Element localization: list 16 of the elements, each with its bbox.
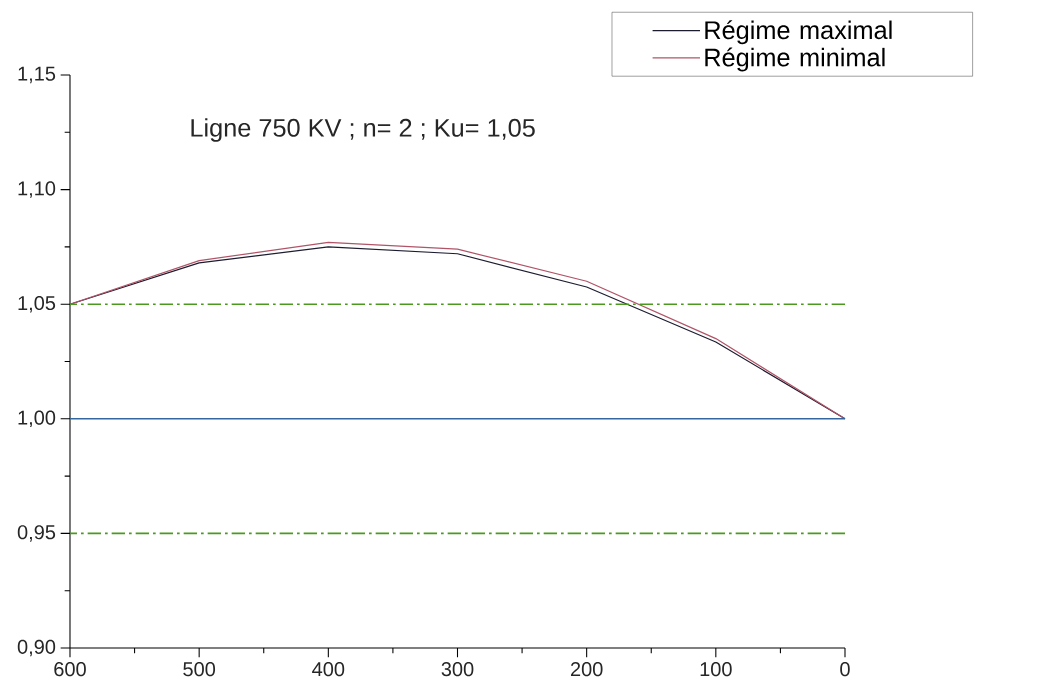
- y-tick-label: 0,90: [17, 639, 56, 657]
- x-tick-label: 0: [840, 662, 850, 677]
- legend-label: Régime minimal: [705, 47, 885, 72]
- y-tick-label: 1,00: [18, 410, 56, 428]
- y-tick-label: 1,15: [18, 66, 56, 84]
- text: Ligne 750 KV ; n= 2 ; Ku= 1,05: [191, 118, 535, 142]
- y-tick-label: 1,05: [18, 295, 56, 313]
- x-tick-label: 300: [441, 662, 474, 677]
- x-tick-label: 400: [312, 662, 345, 677]
- legend-label: Régime maximal: [705, 20, 892, 45]
- x-tick-label: 500: [183, 662, 216, 677]
- y-tick-label: 1,10: [18, 181, 56, 198]
- y-tick-label: 0,95: [17, 525, 56, 542]
- x-tick-label: 200: [570, 662, 603, 677]
- x-tick-label: 600: [54, 662, 86, 677]
- x-tick-label: 100: [700, 662, 732, 677]
